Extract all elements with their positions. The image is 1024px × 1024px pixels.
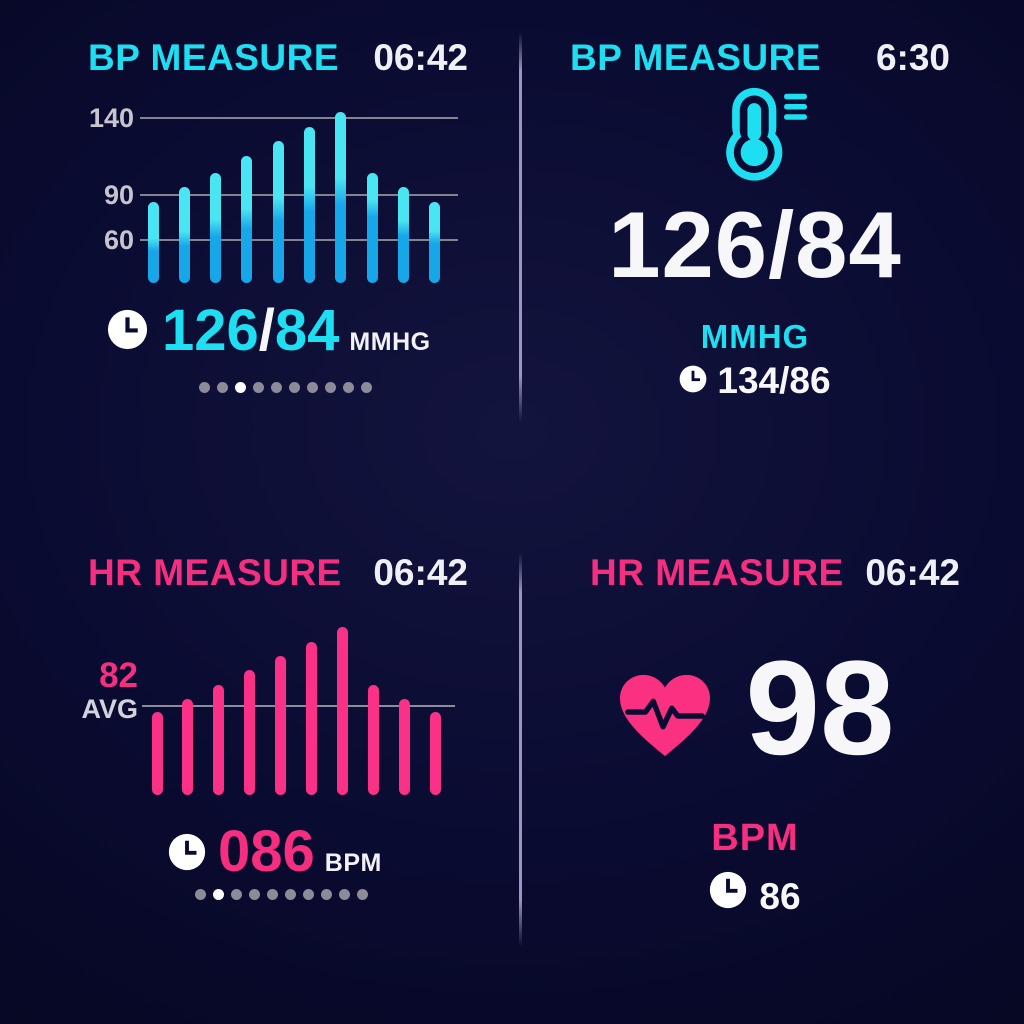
bp-bar bbox=[335, 112, 347, 283]
bp-bar bbox=[429, 202, 441, 283]
hr-hero-row: 98 bbox=[540, 634, 970, 783]
bp-gauge-icon bbox=[710, 86, 807, 185]
dot[interactable] bbox=[357, 889, 368, 900]
hr-previous-value: 86 bbox=[759, 876, 801, 917]
dot[interactable] bbox=[343, 382, 354, 393]
bp-reading-unit: MMHG bbox=[349, 328, 431, 356]
hr-detail-title: HR MEASURE bbox=[590, 552, 844, 593]
panel-hr-chart[interactable]: HR MEASURE 06:42 82 AVG 086 BPM bbox=[60, 545, 500, 940]
dot[interactable] bbox=[321, 889, 332, 900]
bp-bar bbox=[210, 173, 222, 283]
clock-icon bbox=[680, 365, 707, 393]
dot[interactable] bbox=[195, 889, 206, 900]
hr-bar bbox=[151, 712, 163, 795]
hr-bar bbox=[336, 626, 348, 795]
bp-bar bbox=[398, 186, 410, 283]
hr-detail-unit: BPM bbox=[711, 817, 799, 859]
bp-diastolic-value: 84 bbox=[274, 298, 340, 363]
bp-gridline bbox=[140, 117, 458, 120]
dot[interactable] bbox=[361, 382, 372, 393]
hr-bar bbox=[367, 684, 379, 795]
bp-gridline bbox=[140, 193, 458, 196]
bp-detail-header: BP MEASURE 6:30 bbox=[570, 36, 950, 80]
hr-avg-label: AVG bbox=[81, 694, 138, 724]
bp-detail-time: 6:30 bbox=[875, 37, 950, 78]
dot[interactable] bbox=[271, 382, 282, 393]
clock-icon bbox=[168, 833, 206, 871]
dot[interactable] bbox=[339, 889, 350, 900]
bp-previous-reading: 134/86 bbox=[540, 362, 970, 399]
bp-bar bbox=[241, 156, 253, 283]
bp-bar bbox=[147, 202, 159, 283]
hr-bar bbox=[275, 655, 287, 795]
panel-bp-detail[interactable]: BP MEASURE 6:30 126/84 MMHG 134/8 bbox=[540, 30, 970, 425]
bp-bar bbox=[304, 127, 316, 283]
dot[interactable] bbox=[231, 889, 242, 900]
dot[interactable] bbox=[307, 382, 318, 393]
dot[interactable] bbox=[249, 889, 260, 900]
panel-hr-detail[interactable]: HR MEASURE 06:42 98 BPM 86 bbox=[540, 545, 970, 940]
bp-detail-title: BP MEASURE bbox=[570, 37, 822, 78]
dot-active[interactable] bbox=[235, 382, 246, 393]
bp-reading-slash: / bbox=[258, 298, 275, 363]
hr-bar bbox=[429, 712, 441, 795]
hr-avg-value: 82 bbox=[99, 656, 138, 695]
dot[interactable] bbox=[285, 889, 296, 900]
bp-bar bbox=[272, 141, 284, 283]
hr-bar bbox=[213, 684, 225, 795]
hr-detail-time: 06:42 bbox=[865, 552, 960, 593]
bp-detail-value: 126/84 bbox=[608, 192, 902, 297]
bp-previous-value: 134/86 bbox=[717, 360, 831, 401]
hr-avg-line bbox=[142, 705, 455, 708]
hr-chart-time: 06:42 bbox=[373, 552, 468, 593]
bp-chart-header: BP MEASURE 06:42 bbox=[88, 36, 468, 80]
hr-bar bbox=[305, 642, 317, 795]
vertical-divider-top bbox=[519, 32, 522, 422]
bp-current-reading: 126 / 84 MMHG bbox=[107, 302, 431, 360]
clock-icon bbox=[710, 871, 747, 909]
hr-detail-value: 98 bbox=[745, 634, 895, 783]
hr-detail-header: HR MEASURE 06:42 bbox=[590, 551, 960, 595]
hr-bar bbox=[244, 669, 256, 795]
hr-chart-title: HR MEASURE bbox=[88, 552, 342, 593]
hr-chart-canvas bbox=[60, 545, 500, 940]
bp-bar bbox=[366, 173, 378, 283]
bp-chart-title: BP MEASURE bbox=[88, 37, 340, 78]
bp-chart-canvas: 140 90 60 bbox=[60, 30, 500, 425]
dot[interactable] bbox=[325, 382, 336, 393]
bp-ytick-label: 60 bbox=[103, 225, 134, 256]
bp-ytick-label: 140 bbox=[88, 103, 134, 134]
dot[interactable] bbox=[217, 382, 228, 393]
heart-pulse-icon bbox=[615, 672, 715, 760]
dot-active[interactable] bbox=[213, 889, 224, 900]
hr-previous-reading: 86 bbox=[540, 871, 970, 915]
hr-chart-header: HR MEASURE 06:42 bbox=[88, 551, 468, 595]
hr-reading-unit: BPM bbox=[324, 849, 382, 877]
hr-bar bbox=[398, 698, 410, 795]
bp-systolic-value: 126 bbox=[162, 298, 259, 363]
hr-current-reading: 086 BPM bbox=[168, 823, 382, 881]
vertical-divider-bottom bbox=[519, 553, 522, 947]
dot[interactable] bbox=[267, 889, 278, 900]
hr-reading-value: 086 bbox=[218, 819, 315, 884]
dot[interactable] bbox=[289, 382, 300, 393]
hr-pagination-dots[interactable] bbox=[195, 889, 368, 900]
bp-chart-time: 06:42 bbox=[373, 37, 468, 78]
bp-bar bbox=[178, 186, 190, 283]
hr-bar bbox=[182, 698, 194, 795]
bp-detail-unit: MMHG bbox=[700, 318, 810, 355]
dot[interactable] bbox=[199, 382, 210, 393]
panel-bp-chart[interactable]: BP MEASURE 06:42 140 90 60 126 / 84 MMHG bbox=[60, 30, 500, 425]
bp-gridline bbox=[140, 239, 458, 242]
dot[interactable] bbox=[253, 382, 264, 393]
bp-pagination-dots[interactable] bbox=[199, 382, 372, 393]
bp-ytick-label: 90 bbox=[103, 179, 134, 210]
clock-icon bbox=[107, 309, 148, 350]
hr-avg-labels: 82 AVG bbox=[78, 656, 138, 725]
dot[interactable] bbox=[303, 889, 314, 900]
